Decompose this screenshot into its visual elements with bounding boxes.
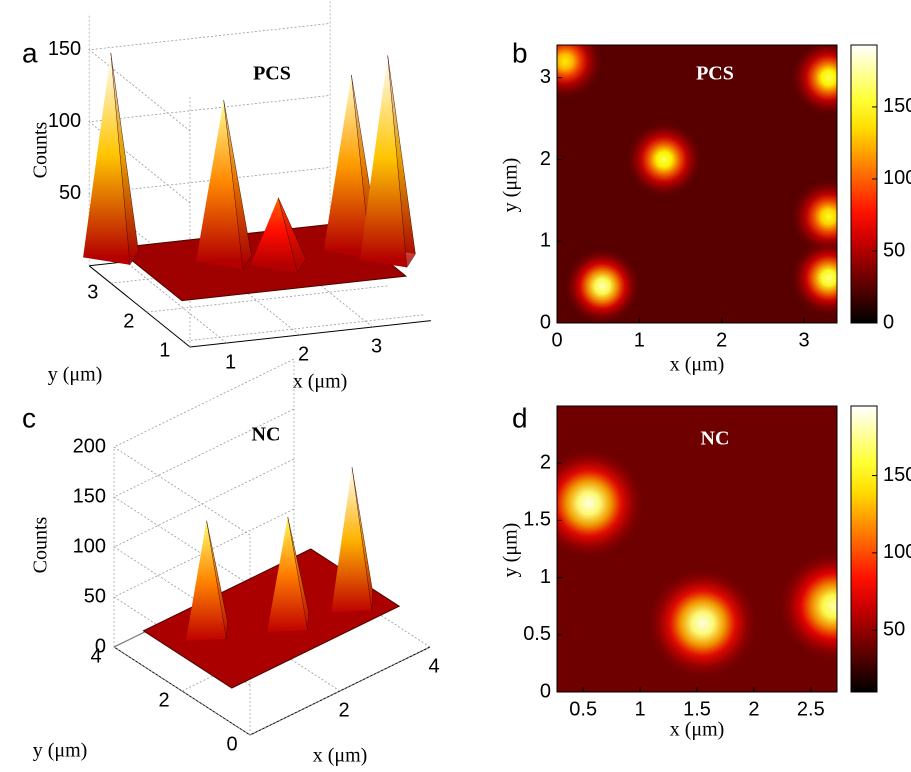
y-axis-label: y (μm): [33, 740, 88, 762]
z-tick-label: 150: [48, 38, 81, 60]
x-tick-label: 1: [225, 351, 236, 373]
y-tick-label: 2: [123, 310, 134, 332]
plot-area: [113, 358, 431, 736]
panel-title: NC: [252, 424, 281, 446]
x-tick-label: 0.5: [569, 698, 597, 720]
y-tick-label: 4: [90, 645, 101, 667]
colorbar-tick-label: 100: [883, 167, 911, 189]
x-tick-label: 2.5: [797, 698, 825, 720]
z-tick-label: 0: [95, 635, 106, 657]
peak: [250, 197, 307, 274]
colorbar: [850, 44, 878, 324]
plot-frame: [556, 44, 838, 324]
z-axis-label: Counts: [30, 121, 52, 178]
panel-label: b: [512, 37, 528, 68]
x-tick-label: 2: [298, 343, 309, 365]
z-tick-label: 50: [59, 182, 81, 204]
y-axis-label: y (μm): [500, 523, 522, 578]
colorbar-tick-label: 150: [883, 95, 911, 117]
y-tick-label: 3: [540, 66, 551, 88]
colorbar-tick-label: 100: [883, 541, 911, 563]
panel-label: c: [22, 402, 36, 433]
panel-title: NC: [701, 428, 730, 450]
x-axis-label: x (μm): [670, 719, 725, 741]
spot: [557, 45, 604, 100]
y-tick-label: 1.5: [523, 509, 551, 531]
grid-line: [198, 253, 300, 336]
x-tick-label: 3: [798, 329, 809, 351]
panel-label: a: [22, 37, 38, 68]
spot: [790, 178, 837, 255]
peak: [196, 100, 252, 270]
y-tick-label: 1: [540, 566, 551, 588]
spot: [647, 568, 758, 679]
heatmap: [557, 406, 837, 692]
grid-line: [88, 23, 331, 132]
grid-line: [88, 167, 331, 276]
y-tick-label: 3: [87, 281, 98, 303]
spot: [790, 240, 837, 317]
y-tick-label: 0: [540, 680, 551, 702]
y-tick-label: 2: [540, 148, 551, 170]
spot: [557, 448, 644, 559]
z-tick-label: 100: [73, 535, 106, 557]
x-tick-label: 1: [634, 329, 645, 351]
grid-line: [249, 646, 431, 736]
heatmap: [557, 45, 837, 323]
spot: [564, 248, 641, 323]
peak: [185, 520, 228, 641]
y-tick-label: 1: [159, 339, 170, 361]
x-tick-label: 4: [428, 655, 439, 677]
box-edge: [88, 265, 191, 348]
colorbar-tick-label: 50: [883, 239, 905, 261]
z-axis-label: Counts: [30, 516, 52, 573]
x-tick-label: 2: [716, 329, 727, 351]
grid-line: [182, 314, 424, 342]
y-tick-label: 1: [540, 230, 551, 252]
spot: [790, 45, 837, 116]
y-axis-label: y (μm): [500, 158, 522, 213]
x-tick-label: 2: [748, 698, 759, 720]
peak: [267, 516, 309, 633]
y-axis-label: y (μm): [48, 364, 103, 386]
x-tick-label: 3: [371, 335, 382, 357]
panel-title: PCS: [253, 63, 291, 85]
panel-title: PCS: [696, 63, 734, 85]
z-tick-label: 200: [73, 435, 106, 457]
colorbar-tick-label: 0: [883, 311, 894, 333]
x-axis-label: x (μm): [670, 354, 725, 376]
grid-line: [271, 245, 373, 328]
panel-label: d: [512, 402, 528, 433]
colorbar-tick-label: 150: [883, 464, 911, 486]
x-axis-label: x (μm): [313, 745, 368, 767]
grid-line: [146, 285, 388, 313]
x-tick-label: 0: [551, 329, 562, 351]
peak: [83, 52, 139, 266]
colorbar: [850, 405, 878, 693]
peak: [331, 467, 373, 613]
grid-line: [88, 95, 331, 204]
colorbar-tick-label: 50: [883, 618, 905, 640]
grid-line: [125, 261, 227, 344]
y-tick-label: 0.5: [523, 623, 551, 645]
plot-area: [83, 0, 431, 348]
peak: [360, 55, 416, 269]
y-tick-label: 0: [226, 733, 237, 755]
x-tick-label: 1.5: [683, 698, 711, 720]
spot: [626, 121, 703, 198]
x-axis-label: x (μm): [293, 371, 348, 393]
z-tick-label: 150: [73, 485, 106, 507]
z-tick-label: 100: [48, 110, 81, 132]
y-tick-label: 0: [540, 311, 551, 333]
spot: [778, 551, 837, 662]
x-tick-label: 1: [635, 698, 646, 720]
x-tick-label: 2: [338, 699, 349, 721]
box-edge: [189, 320, 431, 348]
grid-line: [113, 358, 295, 536]
y-tick-label: 2: [540, 451, 551, 473]
z-tick-label: 50: [84, 585, 106, 607]
y-tick-label: 2: [158, 689, 169, 711]
